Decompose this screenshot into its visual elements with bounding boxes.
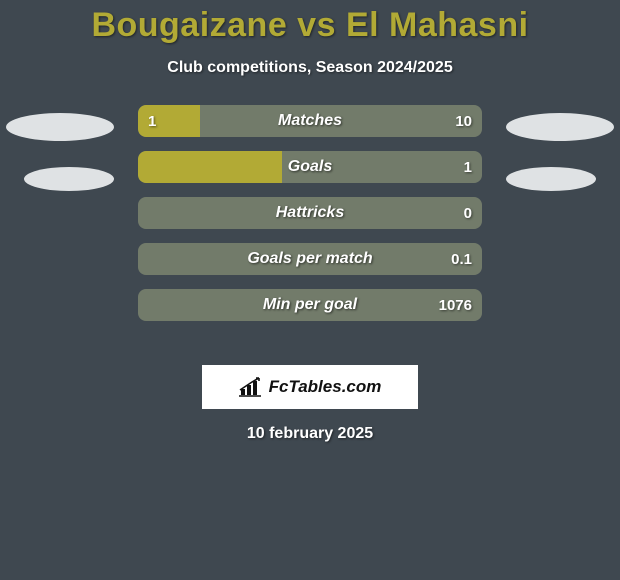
attribution-text: FcTables.com bbox=[269, 377, 382, 397]
stat-bar-fill-left bbox=[138, 151, 282, 183]
attribution-badge: FcTables.com bbox=[202, 365, 418, 409]
date-text: 10 february 2025 bbox=[0, 425, 620, 443]
stat-row: Matches110 bbox=[138, 105, 482, 137]
stat-label: Hattricks bbox=[138, 197, 482, 229]
stat-row: Min per goal1076 bbox=[138, 289, 482, 321]
comparison-infographic: Bougaizane vs El Mahasni Club competitio… bbox=[0, 0, 620, 580]
bar-chart-icon bbox=[239, 377, 263, 397]
player-left-ellipse-1 bbox=[6, 113, 114, 141]
stat-value-right: 0 bbox=[464, 197, 472, 229]
stat-label: Goals per match bbox=[138, 243, 482, 275]
stats-area: Matches110 Goals1 Hattricks0 Goals per matc… bbox=[0, 105, 620, 355]
player-right-ellipse-1 bbox=[506, 113, 614, 141]
stat-value-right: 1 bbox=[464, 151, 472, 183]
stat-value-right: 10 bbox=[455, 105, 472, 137]
page-title: Bougaizane vs El Mahasni bbox=[0, 0, 620, 45]
page-subtitle: Club competitions, Season 2024/2025 bbox=[0, 59, 620, 77]
stat-bars: Matches110 Goals1 Hattricks0 Goals per matc… bbox=[138, 105, 482, 335]
stat-row: Goals1 bbox=[138, 151, 482, 183]
stat-row: Goals per match0.1 bbox=[138, 243, 482, 275]
player-left-ellipse-2 bbox=[24, 167, 114, 191]
player-right-ellipse-2 bbox=[506, 167, 596, 191]
stat-label: Min per goal bbox=[138, 289, 482, 321]
stat-row: Hattricks0 bbox=[138, 197, 482, 229]
stat-bar-fill-left bbox=[138, 105, 200, 137]
stat-value-right: 1076 bbox=[439, 289, 472, 321]
stat-value-right: 0.1 bbox=[451, 243, 472, 275]
